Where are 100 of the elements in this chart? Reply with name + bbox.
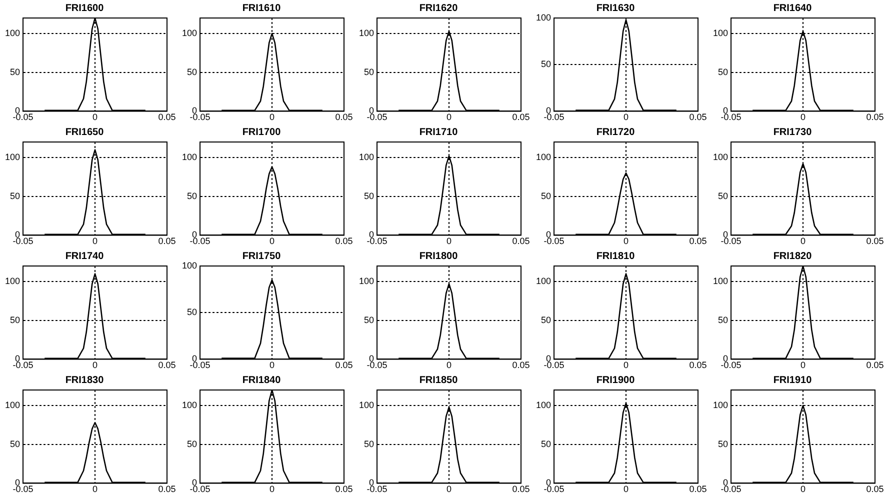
x-tick-label: -0.05 (190, 484, 210, 494)
x-tick-label: 0.05 (335, 236, 353, 246)
y-tick-label: 50 (10, 190, 20, 201)
x-tick-label: 0 (446, 112, 452, 122)
x-tick-label: 0 (446, 236, 452, 246)
x-tick-label: -0.05 (12, 112, 34, 122)
x-tick-label: 0 (270, 360, 275, 370)
x-tick-label: -0.05 (720, 360, 742, 370)
y-tick-label: 100 (4, 152, 20, 162)
y-tick-label: 50 (541, 190, 552, 201)
x-tick-label: 0.05 (335, 360, 353, 370)
chart-title: FRI1650 (65, 126, 104, 138)
chart-title: FRI1810 (596, 250, 636, 262)
x-tick-label: 0.05 (866, 112, 884, 122)
x-tick-label: 0.05 (689, 236, 707, 246)
y-tick-label: 50 (187, 307, 198, 318)
x-tick-label: 0.05 (158, 112, 176, 122)
y-tick-label: 100 (712, 400, 728, 410)
y-tick-label: 100 (712, 276, 728, 286)
y-tick-label: 100 (182, 400, 198, 410)
y-tick-label: 50 (187, 438, 198, 449)
x-tick-label: -0.05 (366, 360, 388, 370)
x-tick-label: 0.05 (158, 360, 176, 370)
y-tick-label: 50 (187, 66, 198, 77)
x-tick-label: 0.05 (158, 236, 176, 246)
x-tick-label: -0.05 (544, 484, 564, 494)
y-tick-label: 100 (358, 28, 374, 38)
x-tick-label: -0.05 (12, 360, 34, 370)
x-tick-label: 0 (800, 236, 806, 246)
y-tick-label: 50 (364, 66, 374, 77)
chart-title: FRI1900 (596, 374, 636, 386)
y-tick-label: 100 (358, 400, 374, 410)
x-tick-label: 0 (800, 360, 806, 370)
x-tick-label: 0 (92, 360, 98, 370)
chart-title: FRI1910 (773, 374, 812, 386)
x-tick-label: -0.05 (544, 112, 564, 122)
x-tick-label: 0.05 (689, 360, 707, 370)
y-tick-label: 100 (536, 12, 552, 22)
x-tick-label: -0.05 (544, 236, 564, 246)
y-tick-label: 100 (536, 276, 552, 286)
y-tick-label: 100 (358, 152, 374, 162)
x-tick-label: 0 (800, 112, 806, 122)
chart-title: FRI1610 (242, 2, 282, 14)
y-tick-label: 50 (718, 438, 728, 449)
chart-title: FRI1630 (596, 2, 636, 14)
x-tick-label: 0 (92, 236, 98, 246)
y-tick-label: 50 (718, 66, 728, 77)
y-tick-label: 50 (10, 438, 20, 449)
x-tick-label: -0.05 (190, 360, 210, 370)
x-tick-label: 0.05 (512, 360, 530, 370)
x-tick-label: 0 (624, 484, 629, 494)
x-tick-label: -0.05 (720, 484, 742, 494)
x-tick-label: 0.05 (335, 484, 353, 494)
chart-title: FRI1820 (773, 250, 812, 262)
x-tick-label: 0.05 (689, 484, 707, 494)
chart-title: FRI1740 (65, 250, 104, 262)
x-tick-label: 0 (800, 484, 806, 494)
chart-title: FRI1830 (65, 374, 104, 386)
y-tick-label: 100 (182, 28, 198, 38)
x-tick-label: 0 (446, 360, 452, 370)
y-tick-label: 100 (4, 276, 20, 286)
x-tick-label: 0 (446, 484, 452, 494)
chart-title: FRI1710 (419, 126, 458, 138)
y-tick-label: 50 (541, 314, 552, 325)
chart-title: FRI1600 (65, 2, 104, 14)
y-tick-label: 50 (10, 66, 20, 77)
chart-title: FRI1700 (242, 126, 282, 138)
y-tick-label: 50 (541, 59, 552, 70)
chart-title: FRI1620 (419, 2, 458, 14)
x-tick-label: 0.05 (866, 236, 884, 246)
chart-title: FRI1720 (596, 126, 636, 138)
x-tick-label: -0.05 (12, 484, 34, 494)
chart-title: FRI1640 (773, 2, 812, 14)
x-tick-label: -0.05 (366, 236, 388, 246)
x-tick-label: 0 (270, 236, 275, 246)
x-tick-label: 0 (624, 236, 629, 246)
x-tick-label: 0 (624, 112, 629, 122)
chart-title: FRI1730 (773, 126, 812, 138)
chart-title: FRI1850 (419, 374, 458, 386)
y-tick-label: 100 (182, 260, 198, 270)
x-tick-label: 0 (270, 484, 275, 494)
y-tick-label: 50 (364, 314, 374, 325)
y-tick-label: 50 (541, 438, 552, 449)
y-tick-label: 50 (718, 314, 728, 325)
y-tick-label: 50 (364, 190, 374, 201)
x-tick-label: -0.05 (720, 112, 742, 122)
x-tick-label: 0.05 (866, 484, 884, 494)
y-tick-label: 100 (536, 152, 552, 162)
y-tick-label: 100 (4, 400, 20, 410)
x-tick-label: 0 (92, 112, 98, 122)
y-tick-label: 50 (187, 190, 198, 201)
y-tick-label: 50 (10, 314, 20, 325)
x-tick-label: -0.05 (190, 112, 210, 122)
x-tick-label: -0.05 (720, 236, 742, 246)
x-tick-label: 0.05 (512, 236, 530, 246)
chart-title: FRI1800 (419, 250, 458, 262)
y-tick-label: 100 (712, 152, 728, 162)
y-tick-label: 100 (182, 152, 198, 162)
y-tick-label: 100 (712, 28, 728, 38)
chart-title: FRI1840 (242, 374, 282, 386)
